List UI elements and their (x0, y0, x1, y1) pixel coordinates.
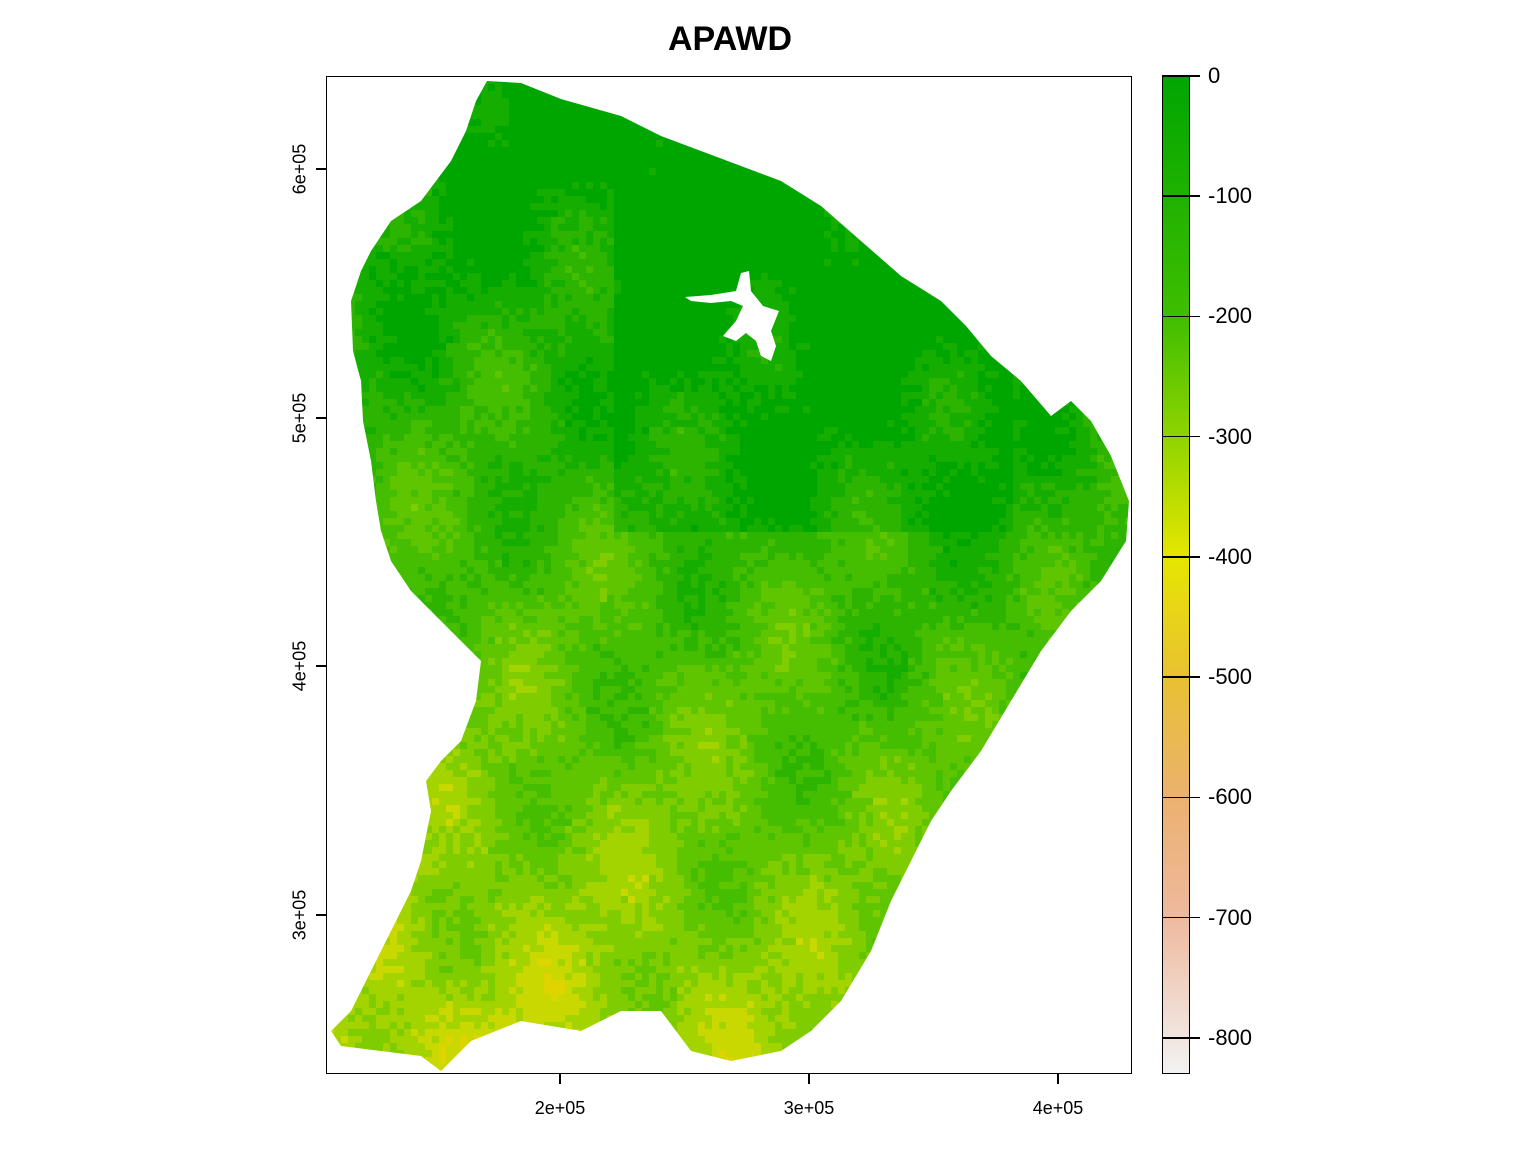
legend-tick (1162, 75, 1200, 77)
y-tick (316, 417, 326, 419)
x-tick (559, 1074, 561, 1084)
lake-nodata (685, 271, 779, 361)
x-tick (808, 1074, 810, 1084)
y-tick (316, 914, 326, 916)
legend-tick (1162, 916, 1200, 919)
legend-label: -500 (1208, 664, 1253, 690)
map-panel (326, 76, 1132, 1074)
legend-label: -600 (1208, 784, 1253, 810)
color-legend-bar (1162, 76, 1190, 1074)
legend-label: -400 (1208, 543, 1253, 569)
y-tick (316, 168, 326, 170)
x-tick-label: 4e+05 (1032, 1098, 1084, 1118)
legend-label: -200 (1208, 303, 1253, 329)
x-tick-label: 3e+05 (783, 1098, 835, 1118)
legend-label: -800 (1208, 1024, 1253, 1050)
x-tick-label: 2e+05 (534, 1098, 586, 1118)
y-tick-label: 5e+05 (289, 392, 310, 444)
y-tick-label: 6e+05 (289, 143, 310, 195)
legend-tick (1162, 435, 1200, 438)
legend-tick (1162, 676, 1200, 678)
raster-cells (331, 81, 1129, 1071)
legend-label: -100 (1208, 183, 1253, 209)
legend-label: -700 (1208, 904, 1253, 930)
legend-tick (1162, 796, 1200, 799)
legend-tick (1162, 1037, 1200, 1039)
legend-label: 0 (1208, 63, 1221, 88)
y-tick-label: 4e+05 (289, 640, 310, 692)
y-tick (316, 665, 326, 667)
raster-map (331, 81, 1129, 1071)
y-tick-label: 3e+05 (289, 889, 310, 941)
legend-label: -300 (1208, 423, 1253, 449)
x-tick (1057, 1074, 1059, 1084)
legend-tick (1162, 195, 1200, 197)
legend-tick (1162, 315, 1200, 318)
map-title: APAWD (667, 20, 793, 58)
legend-tick (1162, 556, 1200, 558)
